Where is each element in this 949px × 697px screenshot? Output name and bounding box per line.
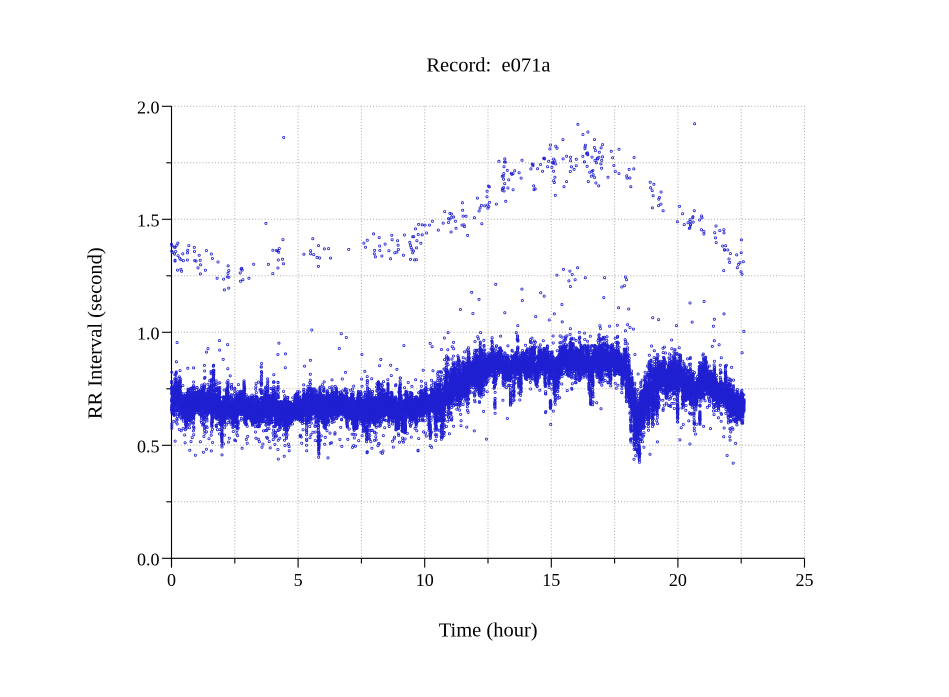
svg-text:1.0: 1.0 bbox=[137, 324, 160, 344]
svg-text:0.5: 0.5 bbox=[137, 437, 160, 457]
svg-text:Time (hour): Time (hour) bbox=[439, 619, 538, 641]
svg-text:20: 20 bbox=[669, 570, 687, 590]
svg-text:RR Interval (second): RR Interval (second) bbox=[84, 247, 106, 419]
svg-text:2.0: 2.0 bbox=[137, 98, 160, 118]
svg-text:Record: e071a: Record: e071a bbox=[426, 55, 550, 77]
svg-text:1.5: 1.5 bbox=[137, 211, 160, 231]
svg-text:0.0: 0.0 bbox=[137, 550, 160, 570]
svg-text:10: 10 bbox=[416, 570, 434, 590]
svg-text:5: 5 bbox=[294, 570, 303, 590]
svg-text:0: 0 bbox=[167, 570, 176, 590]
svg-text:25: 25 bbox=[796, 570, 814, 590]
svg-text:15: 15 bbox=[542, 570, 560, 590]
